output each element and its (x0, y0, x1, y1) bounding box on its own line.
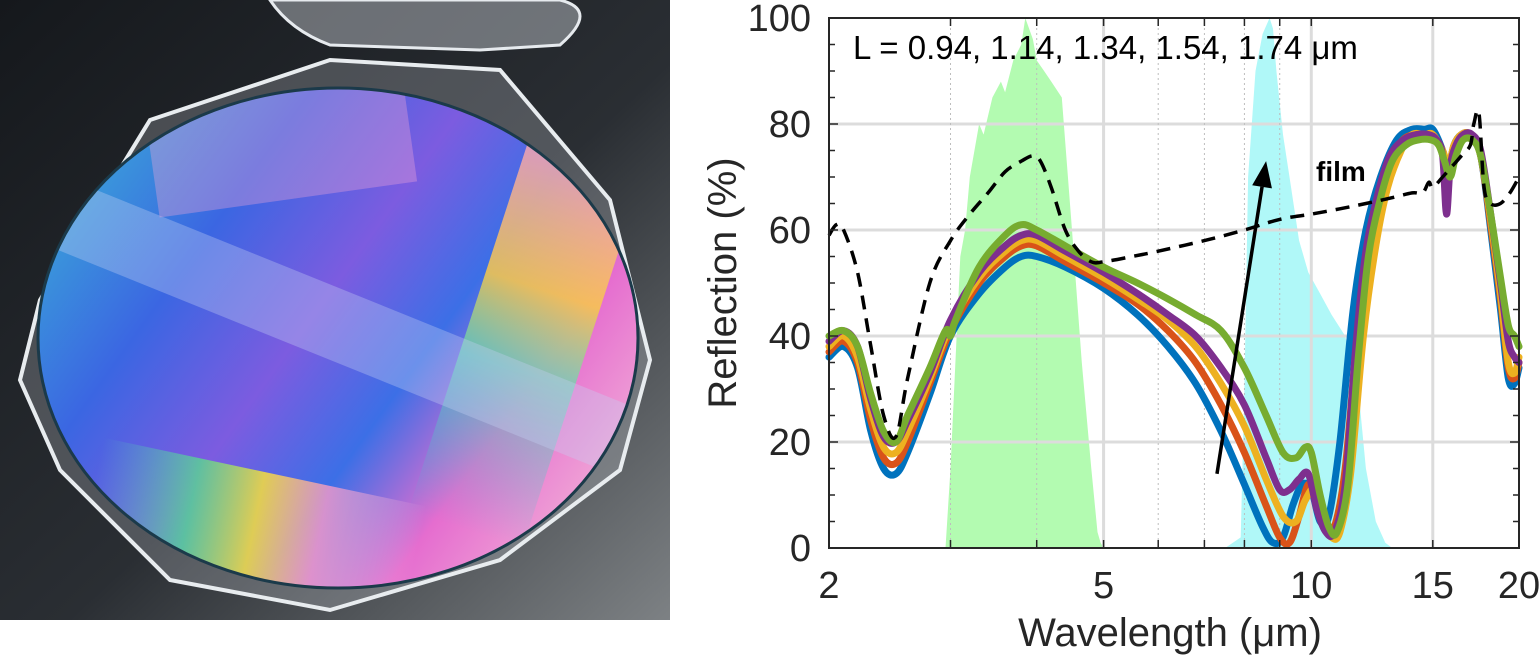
x-tick-label: 10 (1290, 565, 1332, 607)
wafer-edge (36, 86, 640, 590)
wafer-photo (0, 0, 670, 620)
plot-frame (828, 17, 1520, 549)
x-tick-label: 20 (1498, 565, 1539, 607)
y-tick-label: 60 (769, 210, 811, 252)
x-tick-label: 5 (1093, 565, 1114, 607)
light-reflection-band (46, 180, 638, 478)
annotation-text: L = 0.94, 1.14, 1.34, 1.54, 1.74 μm (853, 29, 1358, 66)
x-tick-label: 2 (818, 565, 839, 607)
series-line-film (827, 108, 1521, 440)
film-label: film (1316, 156, 1366, 187)
y-tick-label: 100 (748, 0, 811, 40)
rainbow-band-right (408, 111, 638, 549)
series-layer (825, 108, 1523, 548)
series-line-4 (825, 129, 1523, 541)
x-tick-label: 15 (1412, 565, 1454, 607)
series-line-5 (825, 134, 1523, 539)
trend-arrow-head (1252, 161, 1272, 189)
y-tick-label: 20 (769, 422, 811, 464)
y-tick-label: 0 (790, 528, 811, 570)
trend-arrow-shaft (1215, 186, 1264, 475)
grid-layer (829, 18, 1519, 548)
labels-layer: L = 0.94, 1.14, 1.34, 1.54, 1.74 μm film… (701, 29, 1366, 655)
x-axis-label: Wavelength (μm) (1018, 611, 1322, 655)
y-tick-label: 40 (769, 316, 811, 358)
y-axis-label: Reflection (%) (701, 157, 745, 408)
axes-layer: 0 20 40 60 80 100 2 5 10 15 20 (748, 0, 1539, 607)
atmospheric-window-3-5um-band (945, 18, 1104, 548)
bands-layer (945, 18, 1393, 548)
y-tick-label: 80 (769, 104, 811, 146)
carrier-lid (268, 0, 582, 52)
rainbow-band-bottom (81, 437, 427, 588)
